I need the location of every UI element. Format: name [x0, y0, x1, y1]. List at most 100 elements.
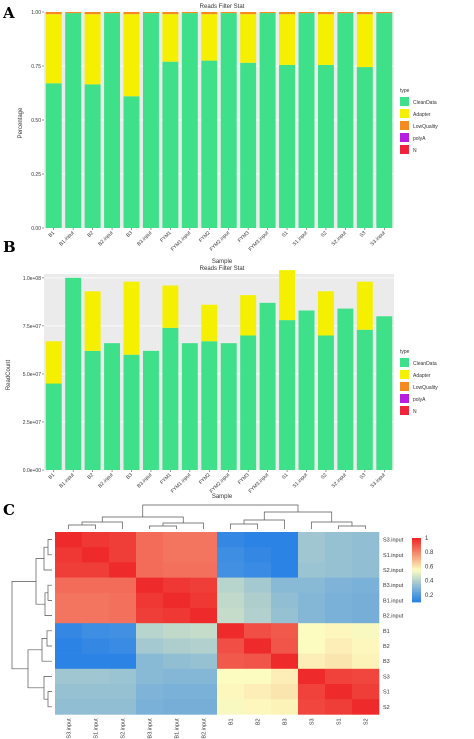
heatmap-cell [352, 547, 380, 563]
colorbar-step [412, 582, 421, 585]
heatmap-cell [163, 684, 191, 700]
y-tick-label: 0.50 [31, 118, 41, 124]
heatmap-cell [109, 684, 137, 700]
colorbar-tick-label: 1 [425, 536, 429, 542]
colorbar-step [412, 586, 421, 589]
bar-adapter [162, 285, 179, 328]
heatmap-cell [271, 608, 299, 624]
heatmap-cell [82, 547, 110, 563]
bar-adapter [45, 14, 62, 84]
heatmap-column-label: S3 [310, 718, 316, 725]
colorbar-step [412, 554, 421, 557]
panel-label-c: C [3, 501, 15, 519]
heatmap-column-label: S1 [337, 718, 343, 725]
heatmap-cell [298, 577, 326, 594]
x-tick-label: S3 [359, 230, 368, 239]
y-tick-label: 0.75 [31, 64, 41, 70]
colorbar-tick-label: 0.6 [425, 564, 434, 570]
legend-swatch [400, 394, 409, 403]
heatmap-cell [136, 638, 164, 654]
bar-cleandata [376, 13, 393, 228]
heatmap-cell [271, 562, 299, 578]
heatmap-cell [190, 668, 218, 685]
dendrogram-branch [338, 525, 366, 529]
dendrogram-branch [81, 521, 123, 529]
heatmap-cell [55, 532, 83, 548]
heatmap-cell [82, 608, 110, 624]
dendrogram-branch [243, 519, 285, 529]
dendrogram-branch [11, 581, 36, 670]
bar-lowquality [240, 12, 257, 15]
chart-b-plot: 0.0e+00 2.5e+07 5.0e+07 7.5e+07 1.0e+08 B1 B1.… [23, 270, 394, 495]
colorbar-step [412, 574, 421, 577]
heatmap-row-label: S2 [383, 705, 390, 711]
colorbar-step [412, 546, 421, 549]
heatmap-cell [271, 547, 299, 563]
colorbar-step [412, 558, 421, 561]
dendrogram-branch [47, 584, 52, 601]
heatmap-cell [136, 608, 164, 624]
legend-label: CleanData [413, 100, 437, 106]
panel-label-b: B [3, 238, 16, 256]
x-tick-label: FYM3 [237, 472, 251, 486]
heatmap-cell [352, 532, 380, 548]
bar-cleandata [181, 13, 198, 228]
bar-adapter [317, 291, 334, 336]
colorbar-step [412, 538, 421, 541]
y-tick-label: 1.0e+08 [23, 276, 41, 282]
bar-cleandata [298, 13, 315, 228]
bar-lowquality [317, 12, 334, 15]
heatmap-cell [190, 653, 218, 670]
heatmap-cell [217, 668, 245, 685]
colorbar-step [412, 594, 421, 597]
heatmap-cell [190, 532, 218, 548]
heatmap-cell [190, 638, 218, 654]
legend-label: polyA [413, 397, 426, 403]
dendrogram-branch [149, 525, 177, 529]
heatmap-cell [217, 684, 245, 700]
heatmap-cell [163, 532, 191, 548]
bar-adapter [45, 341, 62, 384]
panel-b: B Reads Filter Stat 0.0e+00 2.5e+07 5.0e+0… [3, 238, 438, 500]
heatmap-cell [55, 577, 83, 594]
heatmap-cell [55, 653, 83, 670]
bar-adapter [240, 295, 257, 336]
heatmap-row-label: B3 [383, 659, 390, 665]
legend-label: LowQuality [413, 385, 438, 391]
colorbar-step [412, 578, 421, 581]
dendrogram-branch [142, 504, 299, 517]
bar-cleandata [317, 335, 334, 470]
bar-cleandata [104, 13, 121, 228]
bar-adapter [123, 281, 140, 355]
heatmap-cells [55, 532, 380, 715]
bar-adapter [123, 14, 140, 97]
heatmap-cell [298, 562, 326, 578]
heatmap-cell [325, 668, 353, 685]
heatmap-cell [163, 653, 191, 670]
x-tick-label: FYM1.input [170, 230, 193, 253]
bar-lowquality [104, 12, 121, 14]
bar-adapter [279, 270, 296, 321]
heatmap-column-label: B2 [256, 718, 262, 725]
heatmap-cell [82, 562, 110, 578]
heatmap-cell [352, 577, 380, 594]
x-tick-label: S3.input [369, 230, 387, 248]
plot-background [44, 274, 394, 470]
heatmap-cell [352, 684, 380, 700]
heatmap-cell [190, 608, 218, 624]
x-tick-label: S2 [320, 472, 329, 481]
bar-adapter [317, 14, 334, 65]
bar-cleandata [279, 64, 296, 228]
x-tick-label: S1 [281, 472, 290, 481]
x-tick-label: S1 [281, 230, 290, 239]
x-tick-label: B1.input [58, 472, 76, 490]
bar-lowquality [123, 12, 140, 15]
chart-b-xlabel: Sample [212, 494, 233, 500]
heatmap-cell [271, 623, 299, 639]
heatmap-row-label: S2.input [383, 568, 404, 574]
x-tick-label: S2 [320, 230, 329, 239]
heatmap-cell [82, 684, 110, 700]
heatmap-row-label: B2.input [383, 614, 404, 620]
colorbar-step [412, 550, 421, 553]
